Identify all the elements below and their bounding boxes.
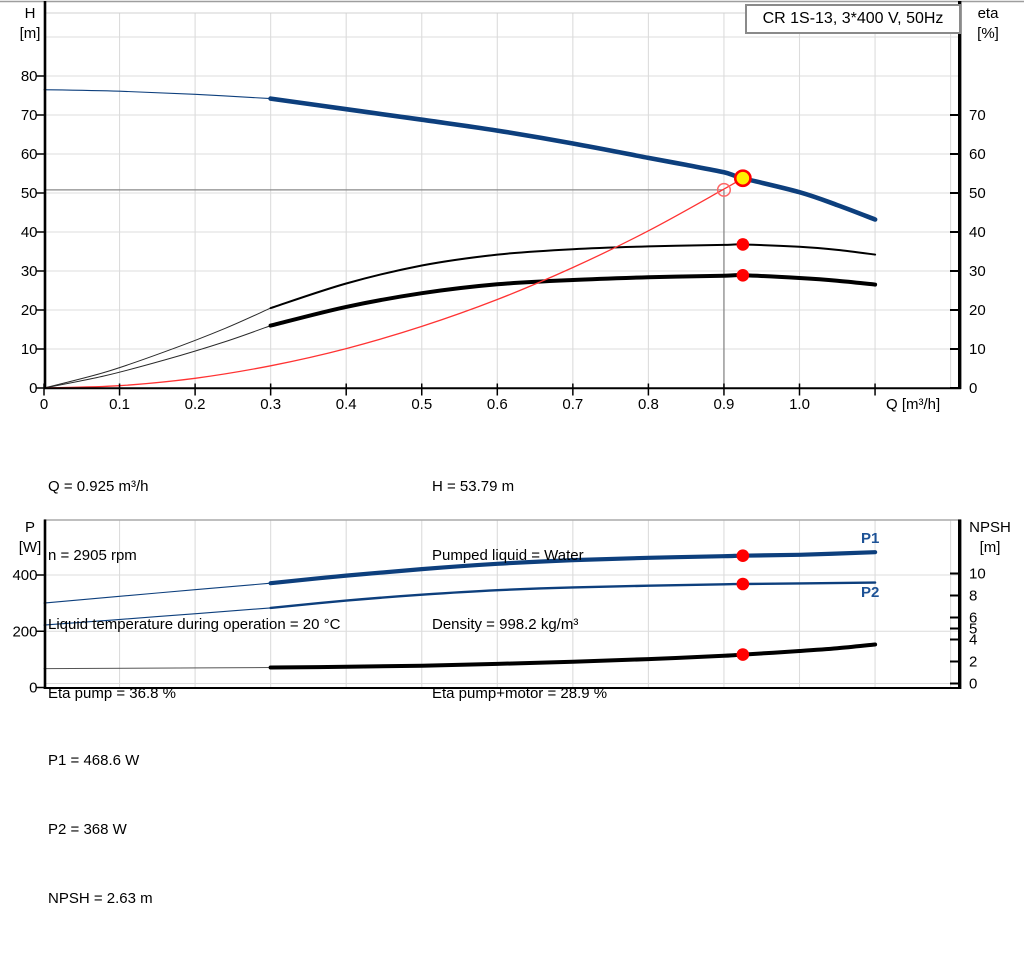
p-tick-label: 200: [12, 623, 37, 640]
p-tick-label: 0: [29, 680, 37, 697]
chart-title: CR 1S-13, 3*400 V, 50Hz: [762, 10, 944, 27]
q-tick-label: 0.4: [336, 396, 357, 413]
chart-title-box: CR 1S-13, 3*400 V, 50Hz: [745, 4, 961, 34]
p2-extension-curve: [43, 607, 272, 626]
p1-curve-label: P1: [861, 530, 880, 547]
eta-axis-title-symbol: eta: [977, 5, 999, 22]
npsh-tick-label: 0: [969, 676, 977, 693]
eta-axis-title-unit: [%]: [977, 25, 999, 42]
q-tick-label: 1.0: [789, 396, 810, 413]
eta-tick-label: 20: [969, 302, 986, 319]
pump-curve-panel: 0 10 20 30 40 50 60 70 80 0 10 20 30 40 50 60 70 0 0.1 0.2 0…: [0, 0, 1024, 907]
npsh-tick-label: 8: [969, 588, 977, 605]
duty-point[interactable]: [733, 169, 752, 188]
h-axis-title: H [m]: [8, 4, 52, 44]
eta-tick-label: 60: [969, 146, 986, 163]
q-tick-label: 0.5: [411, 396, 432, 413]
npsh-axis-title: NPSH [m]: [960, 518, 1020, 558]
q-tick-label: 0.9: [714, 396, 735, 413]
p2-curve-label: P2: [861, 584, 880, 601]
eta-tick-label: 0: [969, 380, 977, 397]
q-tick-label: 0.1: [109, 396, 130, 413]
p2-point: [736, 577, 750, 591]
p-axis-title-symbol: P: [24, 519, 35, 536]
eta-pump-extension-curve: [43, 307, 272, 389]
eta-tick-label: 10: [969, 341, 986, 358]
eta-pump-motor-extension-curve: [43, 325, 272, 389]
power-annotations: P1 = 468.6 W P2 = 368 W NPSH = 2.63 m: [48, 703, 153, 956]
h-axis-title-unit: [m]: [19, 25, 41, 42]
hq-curve: [268, 96, 878, 222]
eta-axis-title: eta [%]: [964, 4, 1012, 44]
eta-pump-point: [736, 238, 750, 251]
h-tick-label: 0: [29, 380, 37, 397]
h-tick-label: 70: [21, 107, 38, 124]
q-tick-label: 0.8: [638, 396, 659, 413]
p-axis-title: P [W]: [8, 518, 52, 558]
eta-pump-motor-curve: [268, 273, 878, 328]
q-axis-unit-label: Q [m³/h]: [886, 396, 940, 413]
npsh-tick-label: 6: [969, 610, 977, 627]
q-tick-label: 0.3: [260, 396, 281, 413]
h-tick-label: 20: [21, 302, 38, 319]
npsh-tick-label: 4: [969, 632, 977, 649]
q-tick-label: 0.7: [562, 396, 583, 413]
p-tick-label: 400: [12, 567, 37, 584]
h-tick-label: 50: [21, 185, 38, 202]
q-tick-label: 0.6: [487, 396, 508, 413]
annotation-p2: P2 = 368 W: [48, 821, 127, 838]
npsh-tick-label: 2: [969, 654, 977, 671]
npsh-tick-label: 10: [969, 566, 986, 583]
power-npsh-chart: 0 200 400 0 2 456 8 10: [12, 519, 986, 697]
duty-annotations-left: Q = 0.925 m³/h n = 2905 rpm Liquid tempe…: [48, 429, 340, 751]
h-tick-label: 10: [21, 341, 38, 358]
h-tick-label: 40: [21, 224, 38, 241]
eta-pump-motor-point: [736, 268, 750, 282]
p1-point: [736, 549, 750, 563]
annotation-q: Q = 0.925 m³/h: [48, 478, 149, 495]
p1-extension-curve: [43, 582, 272, 604]
annotation-eta-pump: Eta pump = 36.8 %: [48, 685, 176, 702]
h-tick-label: 80: [21, 68, 38, 85]
annotation-liquid-temp: Liquid temperature during operation = 20…: [48, 616, 341, 633]
eta-pump-curve: [269, 243, 877, 310]
h-axis-title-symbol: H: [24, 5, 36, 22]
eta-tick-label: 50: [969, 185, 986, 202]
annotation-speed: n = 2905 rpm: [48, 547, 137, 564]
npsh-point: [736, 648, 750, 661]
eta-tick-label: 70: [969, 107, 986, 124]
system-curve-curve: [43, 177, 744, 389]
p1-curve: [268, 550, 878, 586]
h-tick-label: 60: [21, 146, 38, 163]
npsh-tick-label: 5: [969, 621, 977, 638]
duty-annotations-right: H = 53.79 m Pumped liquid = Water Densit…: [432, 429, 607, 751]
p-axis-title-unit: [W]: [18, 539, 42, 556]
npsh-axis-title-symbol: NPSH: [969, 519, 1011, 536]
hq-extension-curve: [43, 89, 272, 100]
h-tick-label: 30: [21, 263, 38, 280]
p2-curve: [269, 581, 877, 610]
q-tick-label: 0.2: [185, 396, 206, 413]
npsh-curve: [268, 642, 878, 670]
annotation-npsh: NPSH = 2.63 m: [48, 890, 153, 907]
eta-tick-label: 30: [969, 263, 986, 280]
annotation-density: Density = 998.2 kg/m³: [432, 616, 579, 633]
annotation-pumped-liquid: Pumped liquid = Water: [432, 547, 584, 564]
annotation-p1: P1 = 468.6 W: [48, 752, 140, 769]
hq-eta-chart: 0 10 20 30 40 50 60 70 80 0 10 20 30 40 50 60 70 0 0.1 0.2 0…: [0, 0, 1024, 413]
annotation-h: H = 53.79 m: [432, 478, 515, 495]
npsh-axis-title-unit: [m]: [979, 539, 1001, 556]
q-tick-label: 0: [40, 396, 48, 413]
annotation-eta-pump-motor: Eta pump+motor = 28.9 %: [432, 685, 608, 702]
eta-tick-label: 40: [969, 224, 986, 241]
requested-duty-point: [716, 182, 732, 197]
npsh-extension-curve: [43, 667, 272, 670]
